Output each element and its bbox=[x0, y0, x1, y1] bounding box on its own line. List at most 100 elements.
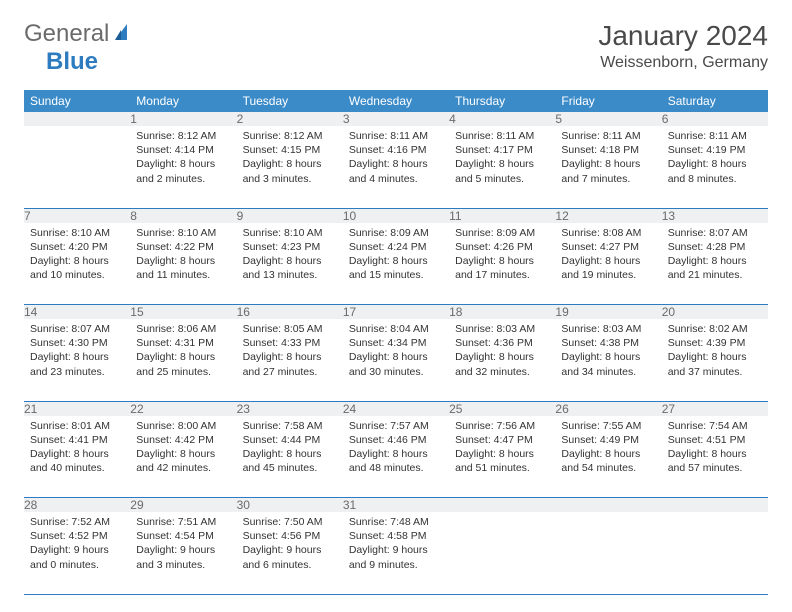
sunset-line: Sunset: 4:42 PM bbox=[136, 433, 230, 447]
day-number: 31 bbox=[343, 498, 449, 513]
day-cell: Sunrise: 8:07 AMSunset: 4:30 PMDaylight:… bbox=[24, 319, 130, 401]
sunrise-line: Sunrise: 8:07 AM bbox=[30, 322, 124, 336]
day-number: 22 bbox=[130, 401, 236, 416]
day-cell-body: Sunrise: 8:06 AMSunset: 4:31 PMDaylight:… bbox=[130, 319, 236, 385]
daylight-line: Daylight: 9 hours and 0 minutes. bbox=[30, 543, 124, 571]
day-cell: Sunrise: 7:51 AMSunset: 4:54 PMDaylight:… bbox=[130, 512, 236, 594]
sunrise-line: Sunrise: 8:11 AM bbox=[349, 129, 443, 143]
day-cell-body: Sunrise: 8:09 AMSunset: 4:26 PMDaylight:… bbox=[449, 223, 555, 289]
day-cell: Sunrise: 8:11 AMSunset: 4:17 PMDaylight:… bbox=[449, 126, 555, 208]
daylight-line: Daylight: 8 hours and 57 minutes. bbox=[668, 447, 762, 475]
day-cell-body: Sunrise: 8:07 AMSunset: 4:28 PMDaylight:… bbox=[662, 223, 768, 289]
day-header: Thursday bbox=[449, 90, 555, 112]
sunset-line: Sunset: 4:49 PM bbox=[561, 433, 655, 447]
sunset-line: Sunset: 4:22 PM bbox=[136, 240, 230, 254]
sunrise-line: Sunrise: 8:11 AM bbox=[668, 129, 762, 143]
sunrise-line: Sunrise: 8:09 AM bbox=[349, 226, 443, 240]
daylight-line: Daylight: 8 hours and 30 minutes. bbox=[349, 350, 443, 378]
day-number: 4 bbox=[449, 112, 555, 126]
day-cell: Sunrise: 8:02 AMSunset: 4:39 PMDaylight:… bbox=[662, 319, 768, 401]
daylight-line: Daylight: 8 hours and 11 minutes. bbox=[136, 254, 230, 282]
day-cell-body: Sunrise: 7:52 AMSunset: 4:52 PMDaylight:… bbox=[24, 512, 130, 578]
sunset-line: Sunset: 4:38 PM bbox=[561, 336, 655, 350]
day-number: 24 bbox=[343, 401, 449, 416]
sunset-line: Sunset: 4:30 PM bbox=[30, 336, 124, 350]
sunset-line: Sunset: 4:31 PM bbox=[136, 336, 230, 350]
sunset-line: Sunset: 4:51 PM bbox=[668, 433, 762, 447]
daylight-line: Daylight: 8 hours and 5 minutes. bbox=[455, 157, 549, 185]
day-cell: Sunrise: 8:05 AMSunset: 4:33 PMDaylight:… bbox=[237, 319, 343, 401]
day-cell-body: Sunrise: 7:50 AMSunset: 4:56 PMDaylight:… bbox=[237, 512, 343, 578]
day-number-row: 28293031 bbox=[24, 498, 768, 513]
sunrise-line: Sunrise: 8:10 AM bbox=[136, 226, 230, 240]
day-number: 11 bbox=[449, 208, 555, 223]
day-header: Monday bbox=[130, 90, 236, 112]
week-row: Sunrise: 8:01 AMSunset: 4:41 PMDaylight:… bbox=[24, 416, 768, 498]
daylight-line: Daylight: 8 hours and 4 minutes. bbox=[349, 157, 443, 185]
day-number: 5 bbox=[555, 112, 661, 126]
sunrise-line: Sunrise: 8:11 AM bbox=[455, 129, 549, 143]
day-cell: Sunrise: 8:03 AMSunset: 4:36 PMDaylight:… bbox=[449, 319, 555, 401]
daylight-line: Daylight: 8 hours and 32 minutes. bbox=[455, 350, 549, 378]
sunset-line: Sunset: 4:44 PM bbox=[243, 433, 337, 447]
daylight-line: Daylight: 8 hours and 27 minutes. bbox=[243, 350, 337, 378]
day-number-row: 123456 bbox=[24, 112, 768, 126]
sunset-line: Sunset: 4:23 PM bbox=[243, 240, 337, 254]
sunset-line: Sunset: 4:58 PM bbox=[349, 529, 443, 543]
daylight-line: Daylight: 8 hours and 23 minutes. bbox=[30, 350, 124, 378]
daylight-line: Daylight: 8 hours and 54 minutes. bbox=[561, 447, 655, 475]
daylight-line: Daylight: 8 hours and 42 minutes. bbox=[136, 447, 230, 475]
location: Weissenborn, Germany bbox=[598, 54, 768, 72]
sunrise-line: Sunrise: 8:06 AM bbox=[136, 322, 230, 336]
logo-text-blue: Blue bbox=[46, 48, 98, 76]
sunset-line: Sunset: 4:56 PM bbox=[243, 529, 337, 543]
day-number: 18 bbox=[449, 305, 555, 320]
day-cell-body: Sunrise: 8:11 AMSunset: 4:18 PMDaylight:… bbox=[555, 126, 661, 192]
sunrise-line: Sunrise: 8:02 AM bbox=[668, 322, 762, 336]
day-cell: Sunrise: 8:11 AMSunset: 4:18 PMDaylight:… bbox=[555, 126, 661, 208]
day-cell-body: Sunrise: 7:51 AMSunset: 4:54 PMDaylight:… bbox=[130, 512, 236, 578]
day-cell-body: Sunrise: 8:10 AMSunset: 4:23 PMDaylight:… bbox=[237, 223, 343, 289]
day-number: 23 bbox=[237, 401, 343, 416]
daylight-line: Daylight: 8 hours and 10 minutes. bbox=[30, 254, 124, 282]
sunrise-line: Sunrise: 7:58 AM bbox=[243, 419, 337, 433]
day-cell-body: Sunrise: 8:10 AMSunset: 4:20 PMDaylight:… bbox=[24, 223, 130, 289]
day-cell: Sunrise: 8:09 AMSunset: 4:24 PMDaylight:… bbox=[343, 223, 449, 305]
sunset-line: Sunset: 4:18 PM bbox=[561, 143, 655, 157]
sunrise-line: Sunrise: 7:55 AM bbox=[561, 419, 655, 433]
sunrise-line: Sunrise: 8:00 AM bbox=[136, 419, 230, 433]
sunrise-line: Sunrise: 7:54 AM bbox=[668, 419, 762, 433]
day-cell: Sunrise: 7:56 AMSunset: 4:47 PMDaylight:… bbox=[449, 416, 555, 498]
daylight-line: Daylight: 8 hours and 15 minutes. bbox=[349, 254, 443, 282]
daylight-line: Daylight: 9 hours and 3 minutes. bbox=[136, 543, 230, 571]
day-number: 25 bbox=[449, 401, 555, 416]
day-cell-body: Sunrise: 8:11 AMSunset: 4:19 PMDaylight:… bbox=[662, 126, 768, 192]
daylight-line: Daylight: 8 hours and 21 minutes. bbox=[668, 254, 762, 282]
day-number: 28 bbox=[24, 498, 130, 513]
day-cell-body: Sunrise: 7:57 AMSunset: 4:46 PMDaylight:… bbox=[343, 416, 449, 482]
day-cell bbox=[449, 512, 555, 594]
daylight-line: Daylight: 8 hours and 51 minutes. bbox=[455, 447, 549, 475]
sunrise-line: Sunrise: 7:57 AM bbox=[349, 419, 443, 433]
day-cell: Sunrise: 7:54 AMSunset: 4:51 PMDaylight:… bbox=[662, 416, 768, 498]
day-number: 29 bbox=[130, 498, 236, 513]
sunrise-line: Sunrise: 8:05 AM bbox=[243, 322, 337, 336]
day-cell-body: Sunrise: 8:11 AMSunset: 4:17 PMDaylight:… bbox=[449, 126, 555, 192]
day-number: 30 bbox=[237, 498, 343, 513]
day-number: 9 bbox=[237, 208, 343, 223]
week-row: Sunrise: 8:07 AMSunset: 4:30 PMDaylight:… bbox=[24, 319, 768, 401]
sunset-line: Sunset: 4:17 PM bbox=[455, 143, 549, 157]
day-cell: Sunrise: 8:00 AMSunset: 4:42 PMDaylight:… bbox=[130, 416, 236, 498]
day-header-row: Sunday Monday Tuesday Wednesday Thursday… bbox=[24, 90, 768, 112]
sunrise-line: Sunrise: 7:56 AM bbox=[455, 419, 549, 433]
sunrise-line: Sunrise: 8:11 AM bbox=[561, 129, 655, 143]
sunset-line: Sunset: 4:34 PM bbox=[349, 336, 443, 350]
sunrise-line: Sunrise: 8:10 AM bbox=[243, 226, 337, 240]
day-cell: Sunrise: 8:07 AMSunset: 4:28 PMDaylight:… bbox=[662, 223, 768, 305]
day-number: 14 bbox=[24, 305, 130, 320]
day-number: 3 bbox=[343, 112, 449, 126]
sunset-line: Sunset: 4:36 PM bbox=[455, 336, 549, 350]
sunrise-line: Sunrise: 7:52 AM bbox=[30, 515, 124, 529]
sunset-line: Sunset: 4:39 PM bbox=[668, 336, 762, 350]
logo: General bbox=[24, 20, 133, 48]
